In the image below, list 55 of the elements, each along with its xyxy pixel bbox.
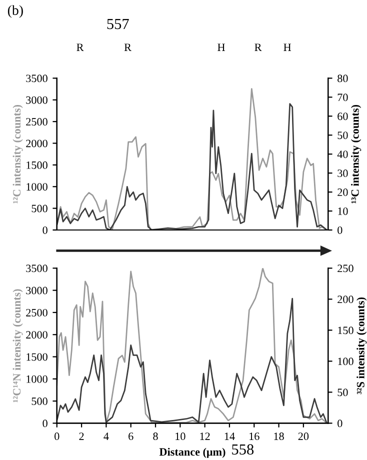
y-tick-label: 3500 [26,264,48,272]
y2-axis-title: ³²S intensity (counts) [356,297,367,394]
x-tick-label: 4 [104,432,109,440]
y2-tick-label: 200 [338,296,354,304]
y2-tick-label: 70 [338,94,348,102]
y2-tick-label: 10 [338,207,348,215]
y-tick-label: 3000 [26,286,48,294]
y2-axis-title: ¹³C intensity (counts) [351,104,362,204]
text: R [76,44,84,51]
x-axis-title: Distance (μm) [159,448,226,458]
y-tick-label: 3000 [26,96,48,104]
y-tick-label: 1000 [26,375,48,383]
x-tick-label: 6 [128,432,134,440]
y-tick-label: 1500 [26,161,48,169]
y-tick-label: 2000 [26,331,48,339]
text: H [284,44,292,51]
y-tick-label: 2500 [26,118,48,126]
x-tick-label: 0 [54,432,60,440]
y-tick-label: 500 [32,398,48,406]
y2-tick-label: 150 [338,326,354,334]
text: H [218,44,225,51]
text: 558 [232,444,254,455]
y-tick-label: 0 [42,226,48,234]
text: R [124,44,132,51]
y2-tick-label: 0 [338,420,342,428]
y2-tick-label: 0 [338,226,342,234]
y2-tick-label: 250 [338,264,354,272]
text: 557 [107,18,129,30]
text: R [254,44,262,51]
text: (b) [8,5,23,18]
x-tick-label: 18 [274,432,284,440]
y2-tick-label: 30 [338,170,348,178]
x-tick-label: 8 [153,432,158,440]
y-axis-title: ¹²C¹⁴N intensity (counts) [12,289,23,402]
y2-tick-label: 100 [338,358,354,366]
y-tick-label: 1500 [26,353,48,361]
y2-tick-label: 80 [338,74,348,82]
x-tick-label: 16 [250,432,260,440]
x-tick-label: 20 [298,432,309,440]
x-tick-label: 10 [176,432,186,440]
x-tick-label: 12 [200,432,210,440]
y2-tick-label: 40 [337,150,348,158]
y2-tick-label: 60 [338,112,348,120]
y2-tick-label: 50 [338,388,348,396]
y-axis-title: ¹²C intensity (counts) [12,104,23,204]
y-tick-label: 3500 [26,74,48,82]
y-tick-label: 500 [32,204,48,212]
y-tick-label: 1000 [26,183,48,191]
y2-tick-label: 50 [338,132,348,140]
x-tick-label: 2 [79,432,84,440]
y2-tick-label: 20 [338,188,348,196]
y-tick-label: 2000 [26,140,48,148]
y-tick-label: 2500 [26,308,48,316]
x-tick-label: 14 [224,432,235,440]
y-tick-label: 0 [42,420,48,428]
